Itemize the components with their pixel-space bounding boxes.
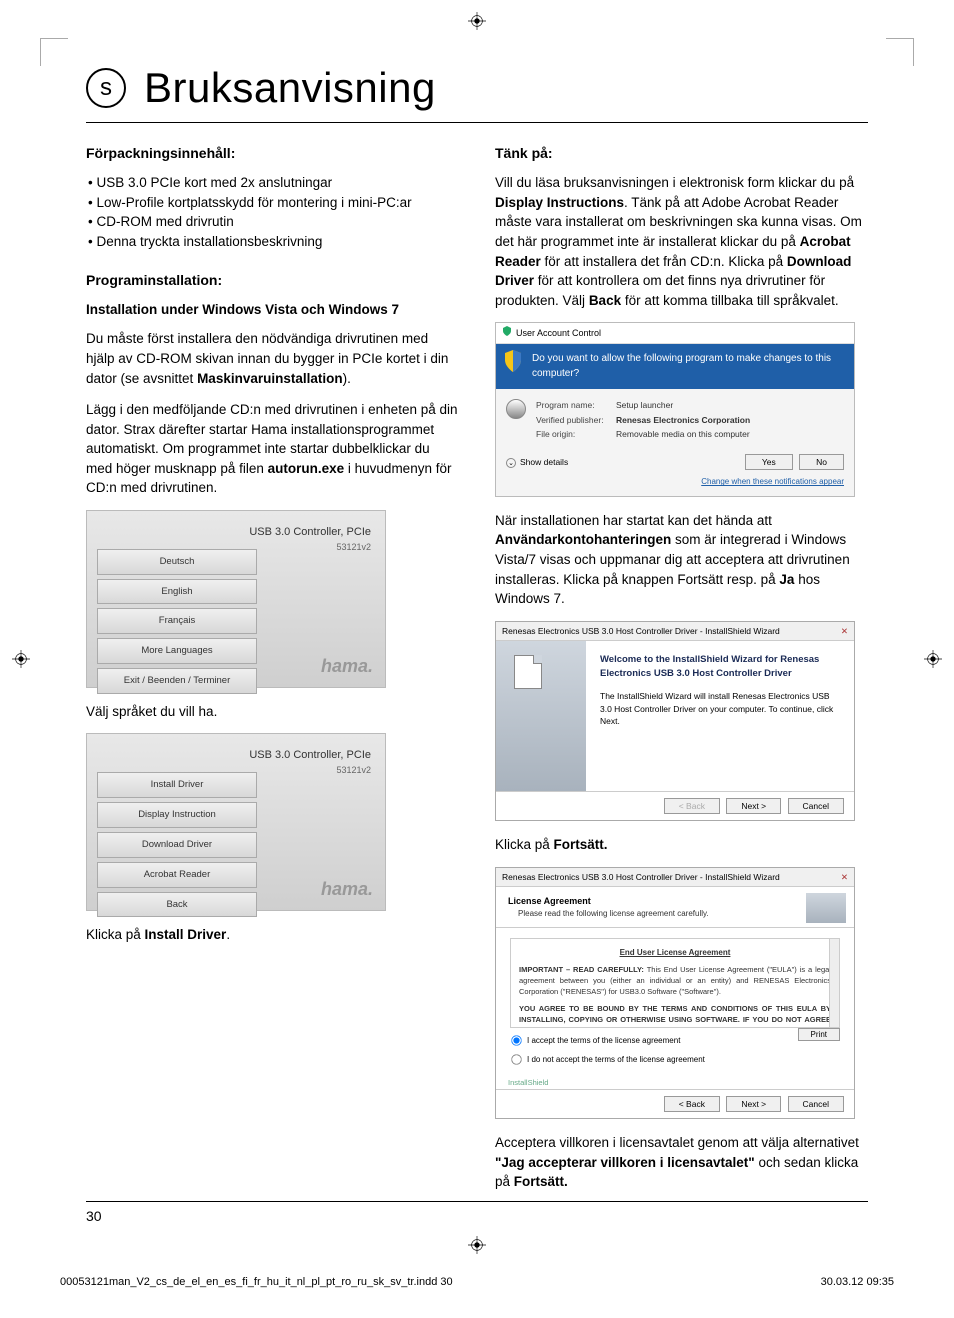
eula-print-button[interactable]: Print xyxy=(798,1028,840,1041)
wizard-back-button: < Back xyxy=(664,798,720,814)
eula-reject-radio[interactable] xyxy=(511,1055,521,1065)
contents-item: • USB 3.0 PCIe kort med 2x anslutningar xyxy=(86,173,459,193)
registration-mark-left xyxy=(12,650,30,668)
wizard-header-image xyxy=(806,893,846,923)
print-metadata: 00053121man_V2_cs_de_el_en_es_fi_fr_hu_i… xyxy=(60,1276,894,1288)
launcher-menu-button[interactable]: Acrobat Reader xyxy=(97,862,257,888)
launcher-screenshot-languages: USB 3.0 Controller, PCIe 53121v2 Deutsch… xyxy=(86,510,386,688)
note-heading: Tänk på: xyxy=(495,143,868,163)
wizard-side-image xyxy=(496,641,586,791)
eula-accept-radio[interactable] xyxy=(511,1036,521,1046)
uac-show-details[interactable]: ⌄Show details xyxy=(506,456,568,468)
chevron-down-icon: ⌄ xyxy=(506,458,516,468)
note-para-1: Vill du läsa bruksanvisningen i elektron… xyxy=(495,173,868,310)
shield-icon xyxy=(504,350,522,372)
hama-logo: hama. xyxy=(321,653,373,679)
caption-choose-language: Välj språket du vill ha. xyxy=(86,702,459,722)
contents-item: • Low-Profile kortplatsskydd för monteri… xyxy=(86,193,459,213)
wizard-next-button[interactable]: Next > xyxy=(726,798,781,814)
left-column: Förpackningsinnehåll: • USB 3.0 PCIe kor… xyxy=(86,143,459,1204)
uac-change-link[interactable]: Change when these notifications appear xyxy=(496,476,854,496)
wizard-next-button[interactable]: Next > xyxy=(726,1096,781,1112)
launcher-menu-button[interactable]: Deutsch xyxy=(97,549,257,575)
uac-no-button[interactable]: No xyxy=(799,454,844,470)
wizard-titlebar: Renesas Electronics USB 3.0 Host Control… xyxy=(496,868,854,887)
launcher-menu-button[interactable]: Download Driver xyxy=(97,832,257,858)
shield-icon xyxy=(502,326,512,340)
wizard-titlebar: Renesas Electronics USB 3.0 Host Control… xyxy=(496,622,854,641)
launcher-menu-button[interactable]: Display Instruction xyxy=(97,802,257,828)
launcher-menu-button[interactable]: More Languages xyxy=(97,638,257,664)
indesign-filename: 00053121man_V2_cs_de_el_en_es_fi_fr_hu_i… xyxy=(60,1276,453,1288)
scrollbar[interactable] xyxy=(829,939,839,1027)
close-icon[interactable]: ✕ xyxy=(841,871,848,883)
registration-mark-right xyxy=(924,650,942,668)
launcher-screenshot-menu: USB 3.0 Controller, PCIe 53121v2 Install… xyxy=(86,733,386,911)
registration-mark-bottom xyxy=(468,1236,486,1254)
installshield-label: InstallShield xyxy=(496,1076,854,1089)
product-label: USB 3.0 Controller, PCIe 53121v2 xyxy=(249,748,371,777)
wizard-welcome-title: Welcome to the InstallShield Wizard for … xyxy=(600,653,840,681)
install-para-2: Lägg i den medföljande CD:n med drivruti… xyxy=(86,400,459,498)
contents-item: • CD-ROM med drivrutin xyxy=(86,212,459,232)
wizard-cancel-button[interactable]: Cancel xyxy=(788,1096,844,1112)
print-timestamp: 30.03.12 09:35 xyxy=(821,1276,894,1288)
eula-subheading: Please read the following license agreem… xyxy=(518,908,842,920)
close-icon[interactable]: ✕ xyxy=(841,625,848,637)
launcher-menu-button[interactable]: Back xyxy=(97,892,257,918)
installshield-welcome-screenshot: Renesas Electronics USB 3.0 Host Control… xyxy=(495,621,855,821)
install-heading: Programinstallation: xyxy=(86,270,459,290)
launcher-menu-button[interactable]: English xyxy=(97,579,257,605)
contents-item: • Denna tryckta installationsbeskrivning xyxy=(86,232,459,252)
note-para-2: När installationen har startat kan det h… xyxy=(495,511,868,609)
registration-mark-top xyxy=(468,12,486,30)
page-footer: 30 xyxy=(86,1201,868,1224)
right-column: Tänk på: Vill du läsa bruksanvisningen i… xyxy=(495,143,868,1204)
page-number: 30 xyxy=(86,1208,102,1224)
caption-install-driver: Klicka på Install Driver. xyxy=(86,925,459,945)
launcher-menu-button[interactable]: Exit / Beenden / Terminer xyxy=(97,668,257,694)
installshield-eula-screenshot: Renesas Electronics USB 3.0 Host Control… xyxy=(495,867,855,1120)
launcher-menu-button[interactable]: Français xyxy=(97,608,257,634)
uac-body: Program name:Setup launcher Verified pub… xyxy=(496,389,854,448)
uac-banner: Do you want to allow the following progr… xyxy=(496,344,854,389)
eula-text-box: End User License Agreement IMPORTANT – R… xyxy=(510,938,840,1028)
eula-heading: License Agreement xyxy=(508,895,842,908)
page-title: Bruksanvisning xyxy=(144,64,436,112)
install-subheading: Installation under Windows Vista och Win… xyxy=(86,300,459,320)
note-para-3: Acceptera villkoren i licensavtalet geno… xyxy=(495,1133,868,1192)
hama-logo: hama. xyxy=(321,876,373,902)
crop-mark-tr xyxy=(886,38,914,66)
caption-click-next: Klicka på Fortsätt. xyxy=(495,835,868,855)
launcher-menu-button[interactable]: Install Driver xyxy=(97,772,257,798)
uac-dialog-screenshot: User Account Control Do you want to allo… xyxy=(495,322,855,497)
disc-icon xyxy=(506,399,526,419)
title-divider xyxy=(86,122,868,123)
crop-mark-tl xyxy=(40,38,68,66)
uac-yes-button[interactable]: Yes xyxy=(745,454,793,470)
contents-heading: Förpackningsinnehåll: xyxy=(86,143,459,163)
wizard-cancel-button[interactable]: Cancel xyxy=(788,798,844,814)
document-icon xyxy=(514,655,542,689)
install-para-1: Du måste först installera den nödvändiga… xyxy=(86,329,459,388)
language-badge: s xyxy=(86,68,126,108)
contents-list: • USB 3.0 PCIe kort med 2x anslutningar•… xyxy=(86,173,459,251)
uac-titlebar: User Account Control xyxy=(496,323,854,344)
wizard-welcome-body: The InstallShield Wizard will install Re… xyxy=(600,690,840,727)
wizard-back-button[interactable]: < Back xyxy=(664,1096,720,1112)
product-label: USB 3.0 Controller, PCIe 53121v2 xyxy=(249,525,371,554)
